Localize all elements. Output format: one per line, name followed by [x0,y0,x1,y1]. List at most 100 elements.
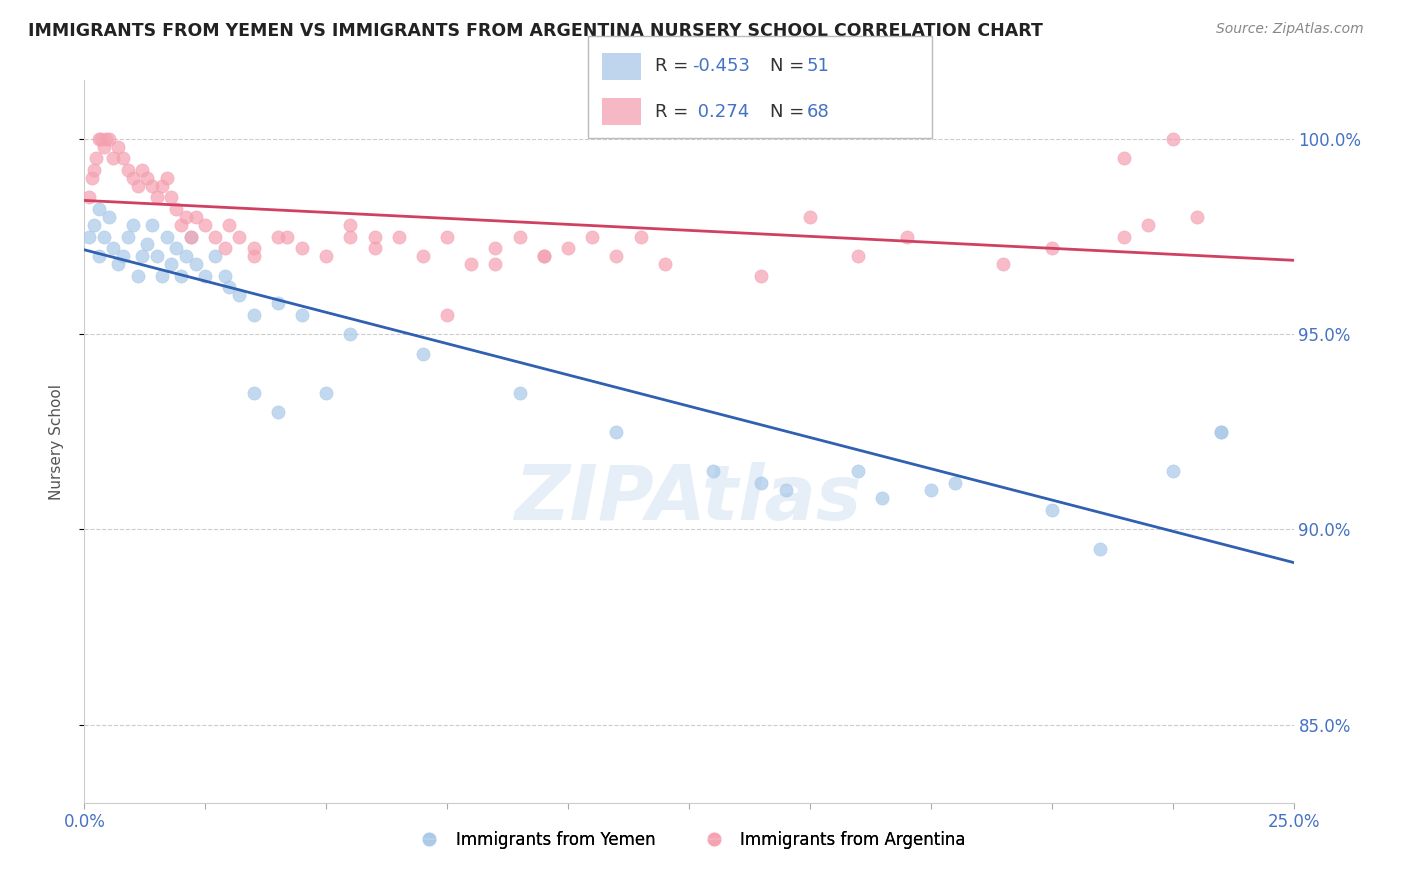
Point [160,257,183,271]
Point [1114,152,1136,166]
Point [267,229,290,244]
Point [117,163,139,178]
Point [846,249,869,263]
Point [146,190,169,204]
Point [484,241,506,255]
Point [121,170,143,185]
Point [242,385,264,400]
Point [155,229,177,244]
Point [204,229,226,244]
Point [150,178,173,193]
Point [920,483,942,498]
Point [87,132,110,146]
Point [90,132,112,146]
Point [121,218,143,232]
Point [1185,210,1208,224]
Point [267,296,290,310]
Point [242,308,264,322]
Point [363,241,385,255]
Point [174,249,197,263]
Point [107,139,129,153]
Point [775,483,797,498]
Point [87,202,110,216]
Point [1040,503,1063,517]
Point [218,280,240,294]
Point [291,308,314,322]
Point [460,257,482,271]
Point [180,229,202,244]
Point [170,268,193,283]
Point [150,268,173,283]
Point [97,210,120,224]
Point [339,327,361,342]
Point [165,241,187,255]
Point [242,241,264,255]
Point [751,475,773,490]
Text: R =: R = [655,57,695,76]
Text: IMMIGRANTS FROM YEMEN VS IMMIGRANTS FROM ARGENTINA NURSERY SCHOOL CORRELATION CH: IMMIGRANTS FROM YEMEN VS IMMIGRANTS FROM… [28,22,1043,40]
Text: 0.274: 0.274 [692,103,749,120]
Point [315,249,337,263]
Point [339,218,361,232]
Point [214,268,236,283]
Point [174,210,197,224]
Point [194,268,217,283]
Point [509,229,531,244]
Text: Source: ZipAtlas.com: Source: ZipAtlas.com [1216,22,1364,37]
Point [533,249,555,263]
Text: N =: N = [770,57,810,76]
Text: R =: R = [655,103,700,120]
Point [846,464,869,478]
Point [131,249,153,263]
Point [276,229,298,244]
Point [80,170,103,185]
Y-axis label: Nursery School: Nursery School [49,384,63,500]
Point [160,190,183,204]
Point [141,218,163,232]
Point [1161,132,1184,146]
Point [1114,229,1136,244]
Text: N =: N = [770,103,810,120]
Point [214,241,236,255]
Point [146,249,169,263]
Point [993,257,1015,271]
Point [533,249,555,263]
Point [112,249,135,263]
Point [581,229,603,244]
Point [218,218,240,232]
Point [267,405,290,419]
Point [93,139,115,153]
Point [103,152,125,166]
Point [107,257,129,271]
Point [228,288,250,302]
Point [605,249,627,263]
Legend: Immigrants from Yemen, Immigrants from Argentina: Immigrants from Yemen, Immigrants from A… [405,824,973,856]
Point [1209,425,1232,439]
Point [97,132,120,146]
Point [204,249,226,263]
Point [799,210,821,224]
Text: 51: 51 [807,57,830,76]
Point [184,257,207,271]
Point [1209,425,1232,439]
Point [509,385,531,400]
Point [155,170,177,185]
Point [702,464,724,478]
Point [630,229,652,244]
Point [83,218,105,232]
Point [436,308,458,322]
Point [112,152,135,166]
Text: ZIPAtlas: ZIPAtlas [515,462,863,536]
Point [557,241,579,255]
Point [136,237,159,252]
Point [339,229,361,244]
Point [436,229,458,244]
Point [412,346,434,360]
Point [228,229,250,244]
Point [136,170,159,185]
Text: 68: 68 [807,103,830,120]
Point [87,249,110,263]
Point [93,229,115,244]
Point [83,163,105,178]
Point [363,229,385,244]
